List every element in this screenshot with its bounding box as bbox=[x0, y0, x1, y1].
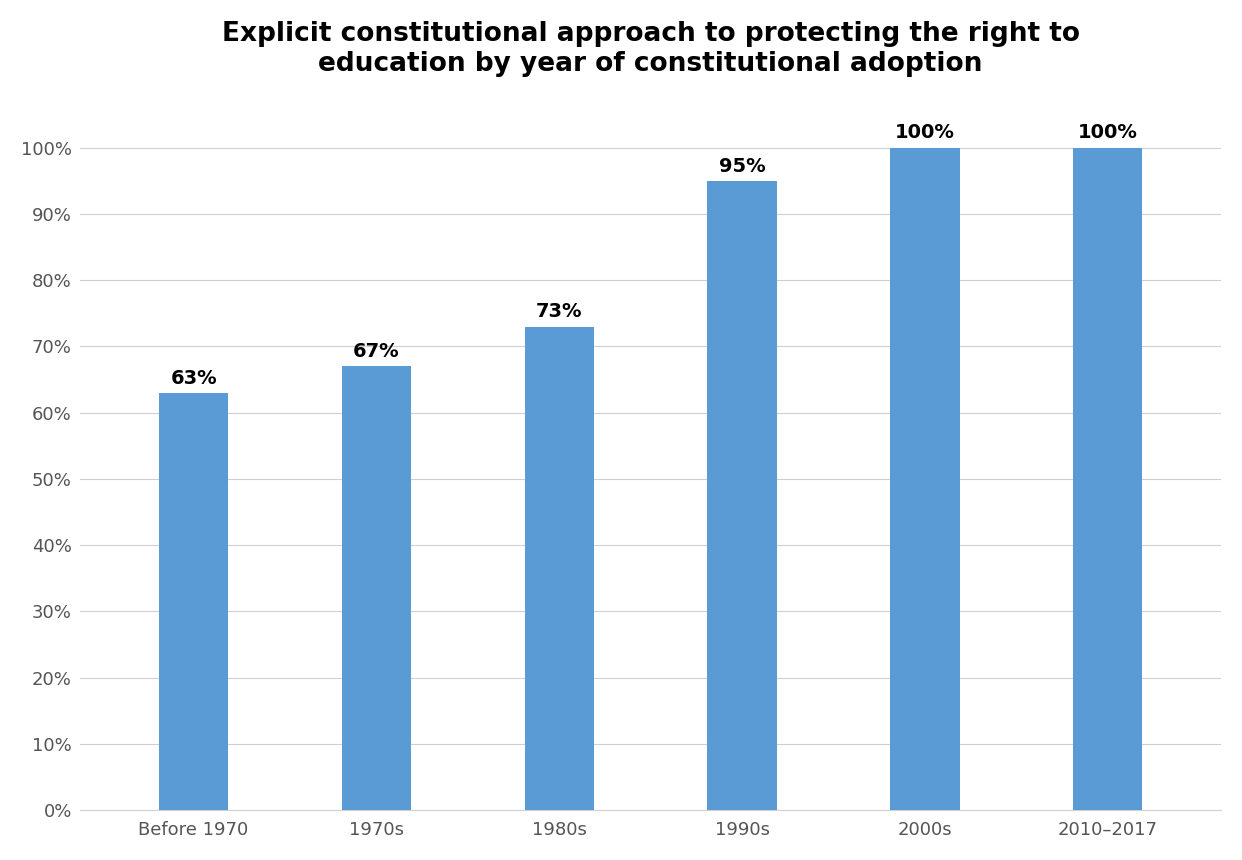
Text: 63%: 63% bbox=[170, 368, 217, 388]
Bar bbox=[342, 366, 411, 810]
Bar bbox=[159, 393, 229, 810]
Text: 67%: 67% bbox=[353, 342, 400, 361]
Title: Explicit constitutional approach to protecting the right to
education by year of: Explicit constitutional approach to prot… bbox=[221, 21, 1079, 77]
Bar bbox=[891, 148, 960, 810]
Text: 100%: 100% bbox=[1078, 124, 1138, 143]
Text: 95%: 95% bbox=[719, 157, 765, 175]
Bar bbox=[1073, 148, 1143, 810]
Bar bbox=[708, 181, 776, 810]
Text: 73%: 73% bbox=[537, 302, 582, 322]
Bar bbox=[524, 327, 594, 810]
Text: 100%: 100% bbox=[895, 124, 955, 143]
